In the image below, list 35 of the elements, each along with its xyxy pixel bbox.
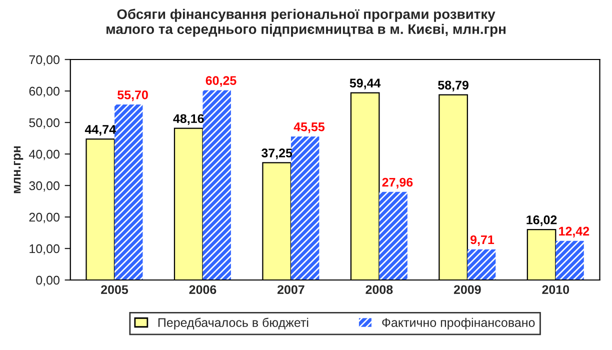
y-axis-title: млн.грн [14, 146, 24, 194]
data-label: 16,02 [526, 215, 557, 226]
y-tick-label: 40,00 [28, 150, 60, 160]
data-label: 9,71 [470, 235, 494, 246]
x-tick-label: 2005 [101, 285, 128, 294]
data-label: 37,25 [261, 148, 292, 160]
x-tick-label: 2006 [189, 285, 216, 294]
data-label: 60,25 [206, 76, 236, 87]
bar [114, 104, 143, 280]
x-tick-label: 2007 [277, 285, 304, 294]
data-label: 59,44 [350, 78, 381, 90]
x-tick-label: 2008 [366, 285, 393, 294]
y-tick-label: 70,00 [29, 55, 60, 66]
data-label: 55,70 [118, 90, 148, 102]
y-tick-label: 10,00 [30, 244, 60, 255]
data-label: 44,74 [84, 125, 116, 136]
y-tick-label: 20,00 [29, 212, 60, 224]
y-tick-label: 60,00 [29, 86, 60, 98]
data-label: 45,55 [294, 122, 325, 134]
bar [202, 90, 231, 280]
bar [467, 249, 496, 280]
x-tick-label: 2010 [542, 285, 570, 294]
y-tick-label: 0,00 [36, 276, 60, 286]
data-label: 27,96 [382, 178, 413, 188]
bar [379, 192, 408, 280]
x-tick-label: 2009 [454, 285, 481, 294]
legend-label: Передбачалось в бюджеті [158, 318, 308, 330]
data-label: 58,79 [438, 80, 468, 92]
chart-title: Обсяги фінансування регіональної програми розвитку малого та середнього підприємництва в м. Києві, млн.грн [106, 8, 506, 37]
data-label: 12,42 [559, 226, 590, 238]
y-tick-label: 30,00 [29, 181, 60, 192]
bar [290, 136, 320, 280]
legend-label: Фактично профінансовано [382, 318, 535, 330]
y-tick-label: 50,00 [29, 118, 60, 129]
bar [556, 240, 584, 280]
